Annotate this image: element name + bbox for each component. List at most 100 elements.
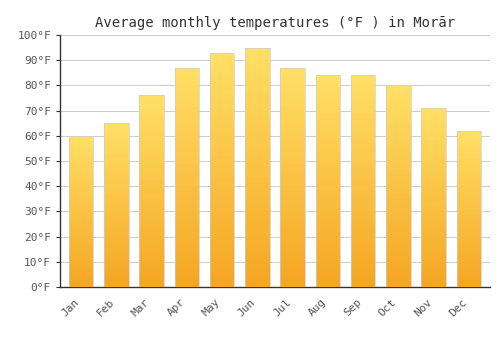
Bar — [245, 158, 270, 162]
Bar — [351, 232, 376, 236]
Bar — [140, 199, 164, 203]
Bar — [386, 130, 410, 134]
Bar — [140, 168, 164, 172]
Bar — [316, 126, 340, 130]
Bar — [316, 109, 340, 113]
Bar — [140, 103, 164, 107]
Bar — [210, 184, 234, 189]
Bar — [351, 135, 376, 139]
Bar — [351, 173, 376, 177]
Bar — [280, 252, 305, 256]
Bar — [69, 211, 94, 215]
Bar — [316, 270, 340, 274]
Bar — [174, 278, 199, 282]
Bar — [210, 264, 234, 268]
Bar — [422, 130, 446, 133]
Bar — [351, 101, 376, 105]
Bar — [210, 113, 234, 118]
Bar — [140, 138, 164, 141]
Bar — [245, 210, 270, 215]
Bar — [386, 170, 410, 174]
Bar — [245, 148, 270, 153]
Bar — [422, 219, 446, 223]
Bar — [422, 144, 446, 147]
Bar — [69, 230, 94, 232]
Bar — [422, 216, 446, 219]
Bar — [351, 143, 376, 147]
Bar — [351, 126, 376, 130]
Bar — [280, 68, 305, 72]
Bar — [174, 160, 199, 164]
Bar — [210, 170, 234, 175]
Bar — [210, 240, 234, 245]
Bar — [456, 215, 481, 218]
Bar — [140, 256, 164, 260]
Bar — [140, 203, 164, 206]
Bar — [245, 119, 270, 124]
Bar — [316, 261, 340, 266]
Bar — [456, 199, 481, 203]
Bar — [245, 215, 270, 220]
Bar — [104, 231, 128, 235]
Bar — [456, 187, 481, 190]
Bar — [386, 146, 410, 150]
Bar — [422, 276, 446, 280]
Bar — [69, 263, 94, 266]
Bar — [69, 220, 94, 224]
Title: Average monthly temperatures (°F ) in Morār: Average monthly temperatures (°F ) in Mo… — [95, 16, 455, 30]
Bar — [456, 175, 481, 178]
Bar — [280, 138, 305, 142]
Bar — [280, 186, 305, 190]
Bar — [140, 195, 164, 199]
Bar — [280, 164, 305, 169]
Bar — [280, 112, 305, 116]
Bar — [386, 85, 410, 287]
Bar — [210, 160, 234, 165]
Bar — [351, 202, 376, 206]
Bar — [210, 95, 234, 99]
Bar — [140, 279, 164, 283]
Bar — [245, 239, 270, 244]
Bar — [140, 180, 164, 184]
Bar — [456, 250, 481, 253]
Bar — [280, 177, 305, 182]
Bar — [69, 172, 94, 175]
Bar — [174, 186, 199, 190]
Bar — [174, 98, 199, 103]
Bar — [316, 118, 340, 122]
Bar — [422, 233, 446, 237]
Bar — [69, 236, 94, 239]
Bar — [174, 190, 199, 195]
Bar — [69, 199, 94, 202]
Bar — [456, 190, 481, 193]
Bar — [174, 208, 199, 212]
Bar — [316, 194, 340, 198]
Bar — [140, 268, 164, 272]
Bar — [210, 81, 234, 85]
Bar — [140, 222, 164, 226]
Bar — [316, 279, 340, 283]
Bar — [104, 159, 128, 162]
Bar — [210, 62, 234, 67]
Bar — [245, 196, 270, 201]
Bar — [386, 110, 410, 114]
Bar — [280, 107, 305, 112]
Bar — [174, 173, 199, 177]
Bar — [245, 234, 270, 239]
Bar — [245, 191, 270, 196]
Bar — [69, 187, 94, 190]
Bar — [456, 284, 481, 287]
Bar — [351, 194, 376, 198]
Bar — [316, 202, 340, 206]
Bar — [280, 151, 305, 155]
Bar — [386, 198, 410, 202]
Bar — [280, 160, 305, 164]
Bar — [386, 142, 410, 146]
Bar — [316, 88, 340, 92]
Bar — [140, 96, 164, 99]
Bar — [69, 248, 94, 251]
Bar — [351, 181, 376, 186]
Bar — [280, 85, 305, 90]
Bar — [174, 129, 199, 134]
Bar — [210, 278, 234, 282]
